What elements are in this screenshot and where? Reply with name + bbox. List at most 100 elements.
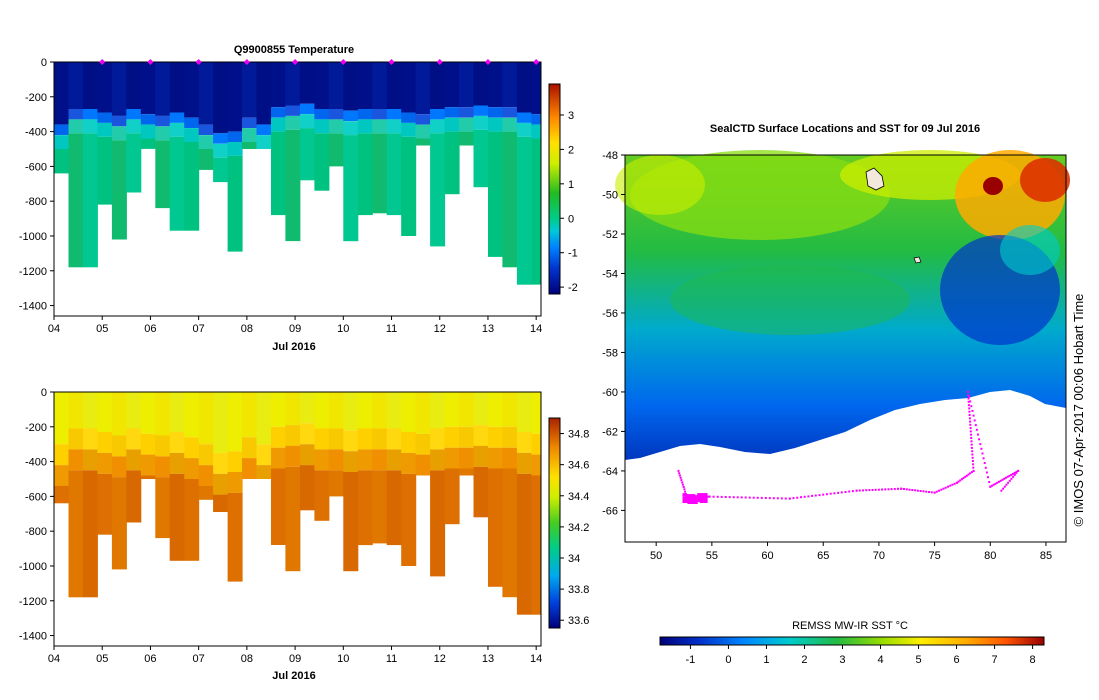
track-point	[692, 497, 696, 501]
profile-cell	[97, 473, 113, 535]
x-tick-label: 09	[289, 653, 301, 665]
y-tick-label: -600	[25, 161, 47, 173]
track-point	[988, 481, 991, 483]
x-tick-label: 12	[434, 653, 446, 665]
track-point	[871, 489, 874, 491]
profile-cell	[328, 392, 344, 429]
profile-cell	[488, 131, 503, 257]
profile-cell	[444, 468, 460, 525]
profile-cell	[54, 124, 69, 135]
profile-cell	[227, 472, 243, 493]
profile-cell	[531, 138, 542, 285]
track-point	[903, 488, 905, 490]
profile-cell	[271, 468, 286, 545]
profile-cell	[415, 392, 431, 434]
track-point	[893, 488, 896, 490]
track-point	[940, 488, 943, 491]
sst-colorbar-ticks: -1 0 1 2 3 4 5 6 7 8	[686, 645, 1036, 666]
x-tick-label: 10	[337, 323, 349, 335]
profile-cell	[444, 426, 460, 448]
track-point	[874, 488, 877, 491]
profile-cell	[227, 142, 243, 156]
profile-cell	[285, 62, 301, 106]
profile-cell	[285, 466, 301, 572]
track-point	[807, 495, 810, 498]
profile-cell	[473, 392, 489, 426]
profile-cell	[459, 107, 474, 118]
profile-cell	[488, 117, 503, 132]
track-point	[800, 496, 802, 499]
profile-cell	[473, 466, 489, 518]
profile-cell	[314, 428, 330, 450]
track-point	[968, 417, 971, 420]
track-point	[996, 481, 999, 484]
track-point	[780, 497, 783, 500]
profile-cell	[169, 62, 185, 113]
profile-cell	[285, 105, 301, 116]
colorbar-tick-label: 33.8	[568, 584, 589, 596]
profile-cell	[271, 107, 286, 118]
profile-cell	[68, 133, 84, 268]
track-point	[865, 489, 868, 492]
track-point	[973, 419, 976, 422]
profile-cell	[140, 454, 156, 476]
track-point	[776, 497, 779, 500]
profile-cell	[169, 122, 185, 137]
track-point	[999, 479, 1002, 482]
profile-cell	[213, 452, 229, 474]
sst-cold-patch	[1000, 225, 1060, 275]
sst-warm-patch	[615, 155, 705, 215]
profile-cell	[126, 392, 142, 429]
profile-cell	[140, 114, 156, 125]
track-point	[957, 480, 960, 483]
track-point	[837, 491, 840, 494]
track-point	[925, 490, 928, 493]
profile-cell	[256, 465, 272, 479]
colorbar-tick-label: 3	[568, 110, 574, 122]
map-x-tick-label: 50	[650, 550, 662, 562]
profile-cell	[328, 449, 344, 471]
track-point	[970, 437, 973, 439]
track-point	[699, 493, 703, 497]
profile-cell	[430, 449, 446, 471]
track-point	[716, 495, 719, 498]
profile-cell	[444, 107, 460, 118]
profile-cell	[415, 433, 431, 455]
profile-cell	[198, 465, 214, 486]
profile-cell	[531, 433, 542, 455]
track-point	[702, 500, 706, 503]
track-point	[844, 491, 847, 493]
track-point	[983, 462, 986, 464]
profile-marker	[436, 59, 443, 65]
track-point	[969, 430, 972, 433]
profile-cell	[155, 140, 171, 209]
track-point	[968, 395, 971, 398]
track-point	[825, 493, 828, 496]
profile-cell	[372, 119, 388, 134]
track-point	[972, 466, 975, 469]
y-tick-label: -600	[25, 491, 47, 503]
profile-cell	[401, 452, 417, 474]
profile-cell	[271, 447, 286, 469]
profile-cell	[213, 133, 229, 144]
sst-mid-patch	[670, 265, 910, 335]
profile-cell	[473, 62, 489, 106]
sst-colorbar-tick-label: 0	[725, 654, 731, 666]
track-point	[971, 409, 974, 412]
profile-cell	[184, 437, 200, 459]
profile-cell	[140, 433, 156, 455]
profile-cell	[386, 62, 402, 109]
profile-cell	[169, 473, 185, 561]
profile-cell	[299, 128, 315, 181]
x-tick-label: 11	[386, 653, 397, 665]
profile-cell	[227, 155, 243, 252]
profile-cell	[242, 62, 257, 118]
map-x-tick-label: 55	[706, 550, 718, 562]
profile-cell	[415, 124, 431, 139]
profile-cell	[97, 112, 113, 123]
track-point	[697, 497, 701, 501]
profile-cell	[444, 131, 460, 195]
profile-cell	[213, 62, 229, 134]
x-tick-label: 12	[434, 323, 446, 335]
x-tick-label: 05	[96, 323, 108, 335]
